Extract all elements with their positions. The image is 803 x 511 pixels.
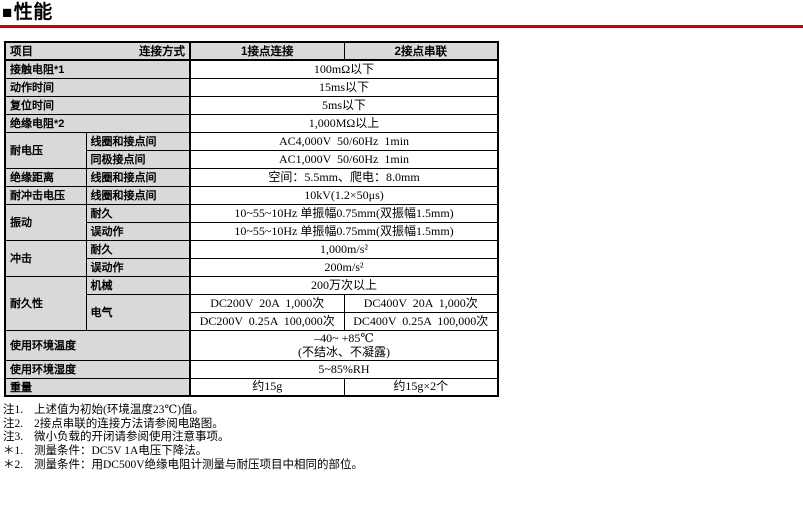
footnote: ＊1. 测量条件：DC5V 1A电压下降法。	[3, 445, 803, 459]
row-value: 10kV(1.2×50μs)	[189, 185, 499, 205]
row-sublabel: 机械	[85, 275, 191, 295]
row-value: 10~55~10Hz 单振幅0.75mm(双振幅1.5mm)	[189, 221, 499, 241]
row-value: 1,000m/s²	[189, 239, 499, 259]
row-sublabel: 电气	[85, 293, 191, 331]
table-row: 误动作 10~55~10Hz 单振幅0.75mm(双振幅1.5mm)	[5, 221, 499, 241]
footnote-tag: 注3.	[3, 431, 24, 444]
row-value: AC4,000V 50/60Hz 1min	[189, 131, 499, 151]
row-value: 200m/s²	[189, 257, 499, 277]
row-label: 动作时间	[4, 77, 191, 97]
row-label: 冲击	[4, 239, 87, 277]
row-sublabel: 耐久	[85, 203, 191, 223]
row-value: AC1,000V 50/60Hz 1min	[189, 149, 499, 169]
table-row: 使用环境温度 –40~ +85℃ (不结冰、不凝露)	[4, 329, 499, 361]
row-value: 5~85%RH	[189, 359, 499, 379]
footnote-text: 测量条件：用DC500V绝缘电阻计测量与耐压项目中相同的部位。	[34, 458, 364, 471]
footnote-tag: ＊1.	[3, 445, 24, 458]
section-title-text: 性能	[13, 2, 53, 23]
header-col-2contact: 2接点串联	[343, 41, 499, 61]
row-value: 15ms以下	[189, 77, 499, 97]
header-connection-label: 连接方式	[139, 46, 185, 58]
footnote-text: 2接点串联的连接方法请参阅电路图。	[34, 417, 224, 430]
footnote-text: 微小负载的开闭请参阅使用注意事项。	[34, 431, 230, 444]
footnote-text: 测量条件：DC5V 1A电压下降法。	[34, 445, 208, 458]
footnote: ＊2. 测量条件：用DC500V绝缘电阻计测量与耐压项目中相同的部位。	[3, 459, 803, 473]
performance-spec-table: 项目 连接方式 1接点连接 2接点串联 接触电阻*1 100mΩ以下 动作时间 …	[4, 41, 499, 397]
row-label: 重量	[4, 377, 191, 397]
row-value: –40~ +85℃ (不结冰、不凝露)	[189, 329, 499, 361]
row-label: 复位时间	[4, 95, 191, 115]
red-divider	[0, 25, 803, 28]
table-row: 同极接点间 AC1,000V 50/60Hz 1min	[5, 149, 499, 169]
row-label: 绝缘距离	[4, 167, 87, 187]
row-value-1contact: DC200V 0.25A 100,000次	[189, 311, 345, 331]
table-row: 耐电压 线圈和接点间 AC4,000V 50/60Hz 1min	[4, 131, 499, 169]
section-bullet-icon: ■	[2, 3, 13, 22]
footnote-tag: 注1.	[3, 403, 24, 416]
row-label: 绝缘电阻*2	[4, 113, 191, 133]
section-title: ■ 性能	[0, 0, 803, 24]
table-row: 复位时间 5ms以下	[4, 95, 499, 115]
row-sublabel: 线圈和接点间	[85, 185, 191, 205]
row-value-1contact: 约15g	[189, 377, 345, 397]
row-label: 使用环境湿度	[4, 359, 191, 379]
row-sublabel: 耐久	[85, 239, 191, 259]
row-label: 耐电压	[4, 131, 87, 169]
table-row: 重量 约15g 约15g×2个	[4, 377, 499, 397]
row-sublabel: 线圈和接点间	[85, 167, 191, 187]
row-value: 1,000MΩ以上	[189, 113, 499, 133]
footnote-tag: 注2.	[3, 417, 24, 430]
table-row: 绝缘电阻*2 1,000MΩ以上	[4, 113, 499, 133]
row-value: 空间：5.5mm、爬电：8.0mm	[189, 167, 499, 187]
table-header-row: 项目 连接方式 1接点连接 2接点串联	[4, 41, 499, 61]
footnote: 注3. 微小负载的开闭请参阅使用注意事项。	[3, 431, 803, 445]
header-col-1contact: 1接点连接	[189, 41, 345, 61]
table-row: 冲击 耐久 1,000m/s²	[4, 239, 499, 277]
row-sublabel: 误动作	[85, 221, 191, 241]
table-row: 耐久性 机械 200万次以上	[4, 275, 499, 331]
table-row: 振动 耐久 10~55~10Hz 单振幅0.75mm(双振幅1.5mm)	[4, 203, 499, 241]
row-label: 使用环境温度	[4, 329, 191, 361]
table-row: 接触电阻*1 100mΩ以下	[4, 59, 499, 79]
table-row: 误动作 200m/s²	[5, 257, 499, 277]
footnote: 注1. 上述值为初始(环境温度23℃)值。	[3, 404, 803, 418]
row-label: 振动	[4, 203, 87, 241]
row-sublabel: 线圈和接点间	[85, 131, 191, 151]
row-sublabel: 误动作	[85, 257, 191, 277]
table-row: 绝缘距离 线圈和接点间 空间：5.5mm、爬电：8.0mm	[4, 167, 499, 187]
row-sublabel: 同极接点间	[85, 149, 191, 169]
header-item-connection-cell: 项目 连接方式	[4, 41, 191, 61]
row-value-2contact: 约15g×2个	[343, 377, 499, 397]
row-label: 耐冲击电压	[4, 185, 87, 205]
table-row: 使用环境湿度 5~85%RH	[4, 359, 499, 379]
table-row: 动作时间 15ms以下	[4, 77, 499, 97]
footnotes: 注1. 上述值为初始(环境温度23℃)值。 注2. 2接点串联的连接方法请参阅电路图…	[3, 404, 803, 473]
row-label: 接触电阻*1	[4, 59, 191, 79]
footnote-tag: ＊2.	[3, 458, 24, 471]
row-value-2contact: DC400V 0.25A 100,000次	[343, 311, 499, 331]
row-value: 10~55~10Hz 单振幅0.75mm(双振幅1.5mm)	[189, 203, 499, 223]
header-item-label: 项目	[10, 46, 33, 58]
row-value: 100mΩ以下	[189, 59, 499, 79]
row-value: 200万次以上	[189, 275, 499, 295]
footnote-text: 上述值为初始(环境温度23℃)值。	[34, 403, 205, 416]
table-row: 耐冲击电压 线圈和接点间 10kV(1.2×50μs)	[4, 185, 499, 205]
row-value-2contact: DC400V 20A 1,000次	[343, 293, 499, 313]
row-value: 5ms以下	[189, 95, 499, 115]
row-label: 耐久性	[4, 275, 87, 331]
row-value-1contact: DC200V 20A 1,000次	[189, 293, 345, 313]
footnote: 注2. 2接点串联的连接方法请参阅电路图。	[3, 418, 803, 432]
